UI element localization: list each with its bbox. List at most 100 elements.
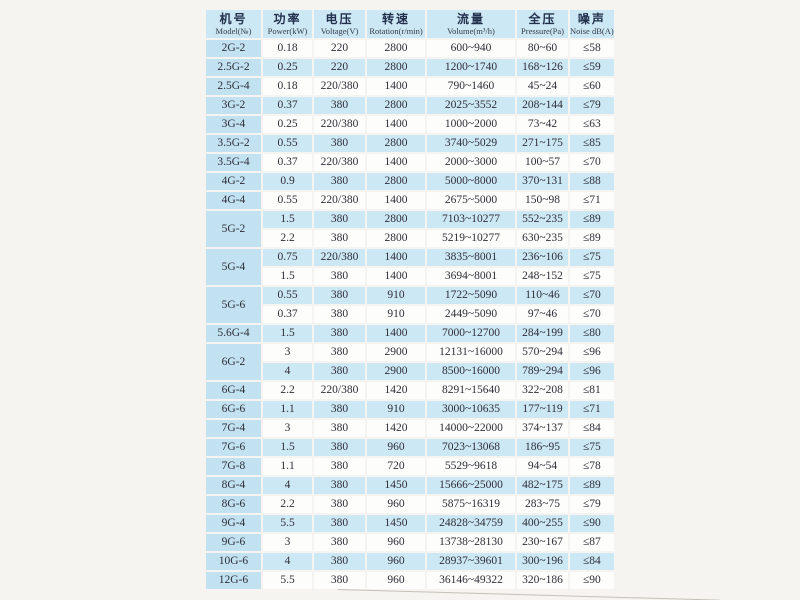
cell-volume: 790~1460 [427, 78, 515, 95]
cell-model: 7G-6 [206, 439, 261, 456]
cell-pressure: 177~119 [517, 401, 568, 418]
cell-model: 3G-2 [206, 97, 261, 114]
table-header-row: 机号 Model(№) 功率 Power(kW) 电压 Voltage(V) 转速 Rotat… [206, 10, 614, 38]
cell-volume: 24828~34759 [427, 515, 515, 532]
cell-voltage: 380 [314, 306, 365, 323]
cell-pressure: 400~255 [517, 515, 568, 532]
cell-voltage: 380 [314, 439, 365, 456]
cell-pressure: 248~152 [517, 268, 568, 285]
cell-power: 0.75 [263, 249, 312, 266]
cell-model: 6G-4 [206, 382, 261, 399]
cell-rotation: 2800 [367, 135, 425, 152]
cell-model: 3G-4 [206, 116, 261, 133]
cell-rotation: 960 [367, 572, 425, 589]
cell-volume: 7000~12700 [427, 325, 515, 342]
table-row: 4G-2 0.9 380 2800 5000~8000 370~131 ≤88 [206, 173, 614, 190]
cell-rotation: 1400 [367, 249, 425, 266]
cell-power: 0.9 [263, 173, 312, 190]
cell-volume: 5000~8000 [427, 173, 515, 190]
column-header: 机号 Model(№) [206, 10, 261, 38]
cell-pressure: 236~106 [517, 249, 568, 266]
cell-pressure: 374~137 [517, 420, 568, 437]
cell-volume: 3740~5029 [427, 135, 515, 152]
cell-pressure: 45~24 [517, 78, 568, 95]
cell-volume: 15666~25000 [427, 477, 515, 494]
cell-noise: ≤89 [570, 477, 614, 494]
cell-model: 3.5G-4 [206, 154, 261, 171]
cell-rotation: 910 [367, 306, 425, 323]
cell-power: 1.1 [263, 401, 312, 418]
table-row: 8G-6 2.2 380 960 5875~16319 283~75 ≤79 [206, 496, 614, 513]
cell-rotation: 1400 [367, 192, 425, 209]
cell-rotation: 1400 [367, 325, 425, 342]
cell-pressure: 284~199 [517, 325, 568, 342]
cell-volume: 5219~10277 [427, 230, 515, 247]
column-header-en: Pressure(Pa) [521, 25, 564, 36]
cell-model: 9G-6 [206, 534, 261, 551]
cell-noise: ≤59 [570, 59, 614, 76]
cell-voltage: 380 [314, 344, 365, 361]
cell-noise: ≤63 [570, 116, 614, 133]
cell-rotation: 2900 [367, 363, 425, 380]
table-row: 3.5G-2 0.55 380 2800 3740~5029 271~175 ≤85 [206, 135, 614, 152]
cell-voltage: 380 [314, 534, 365, 551]
cell-noise: ≤71 [570, 401, 614, 418]
table-row: 5G-2 1.5 380 2800 7103~10277 552~235 ≤89 [206, 211, 614, 247]
cell-power: 1.1 [263, 458, 312, 475]
cell-noise: ≤58 [570, 40, 614, 57]
cell-volume: 2025~3552 [427, 97, 515, 114]
table-row: 6G-6 1.1 380 910 3000~10635 177~119 ≤71 [206, 401, 614, 418]
cell-volume: 1200~1740 [427, 59, 515, 76]
cell-rotation: 1400 [367, 154, 425, 171]
cell-noise: ≤89 [570, 230, 614, 247]
cell-volume: 2675~5000 [427, 192, 515, 209]
cell-noise: ≤85 [570, 135, 614, 152]
column-header: 噪声 Noise dB(A) [570, 10, 614, 38]
column-header-zh: 机号 [219, 11, 248, 26]
table-row: 12G-6 5.5 380 960 36146~49322 320~186 ≤90 [206, 572, 614, 589]
cell-power: 4 [263, 363, 312, 380]
cell-voltage: 380 [314, 230, 365, 247]
cell-noise: ≤75 [570, 439, 614, 456]
cell-power: 0.55 [263, 287, 312, 304]
cell-rotation: 960 [367, 553, 425, 570]
column-header: 电压 Voltage(V) [314, 10, 365, 38]
table-row: 5.6G-4 1.5 380 1400 7000~12700 284~199 ≤80 [206, 325, 614, 342]
cell-pressure: 94~54 [517, 458, 568, 475]
cell-volume: 36146~49322 [427, 572, 515, 589]
cell-noise: ≤71 [570, 192, 614, 209]
cell-volume: 2449~5090 [427, 306, 515, 323]
column-header-en: Voltage(V) [320, 25, 359, 36]
cell-model: 3.5G-2 [206, 135, 261, 152]
cell-volume: 1000~2000 [427, 116, 515, 133]
cell-pressure: 552~235 [517, 211, 568, 228]
cell-voltage: 380 [314, 572, 365, 589]
cell-model: 5G-2 [206, 211, 261, 247]
cell-pressure: 168~126 [517, 59, 568, 76]
cell-model: 6G-6 [206, 401, 261, 418]
table-row: 9G-4 5.5 380 1450 24828~34759 400~255 ≤90 [206, 515, 614, 532]
table-row: 6G-2 3 380 2900 12131~16000 570~294 ≤96 [206, 344, 614, 380]
cell-volume: 5529~9618 [427, 458, 515, 475]
cell-volume: 2000~3000 [427, 154, 515, 171]
column-header: 全压 Pressure(Pa) [517, 10, 568, 38]
table-row: 0.37 380 910 2449~5090 97~46 ≤70 [206, 306, 614, 323]
table-row: 2.2 380 2800 5219~10277 630~235 ≤89 [206, 230, 614, 247]
cell-rotation: 960 [367, 496, 425, 513]
cell-power: 0.25 [263, 59, 312, 76]
cell-volume: 3694~8001 [427, 268, 515, 285]
column-header-zh: 全压 [528, 11, 557, 26]
cell-noise: ≤84 [570, 420, 614, 437]
cell-power: 3 [263, 344, 312, 361]
cell-power: 4 [263, 477, 312, 494]
column-header-zh: 电压 [325, 11, 354, 26]
cell-noise: ≤88 [570, 173, 614, 190]
cell-pressure: 283~75 [517, 496, 568, 513]
cell-rotation: 2800 [367, 97, 425, 114]
cell-rotation: 960 [367, 534, 425, 551]
cell-volume: 8500~16000 [427, 363, 515, 380]
cell-model: 5G-4 [206, 249, 261, 285]
cell-voltage: 380 [314, 287, 365, 304]
cell-power: 0.37 [263, 306, 312, 323]
